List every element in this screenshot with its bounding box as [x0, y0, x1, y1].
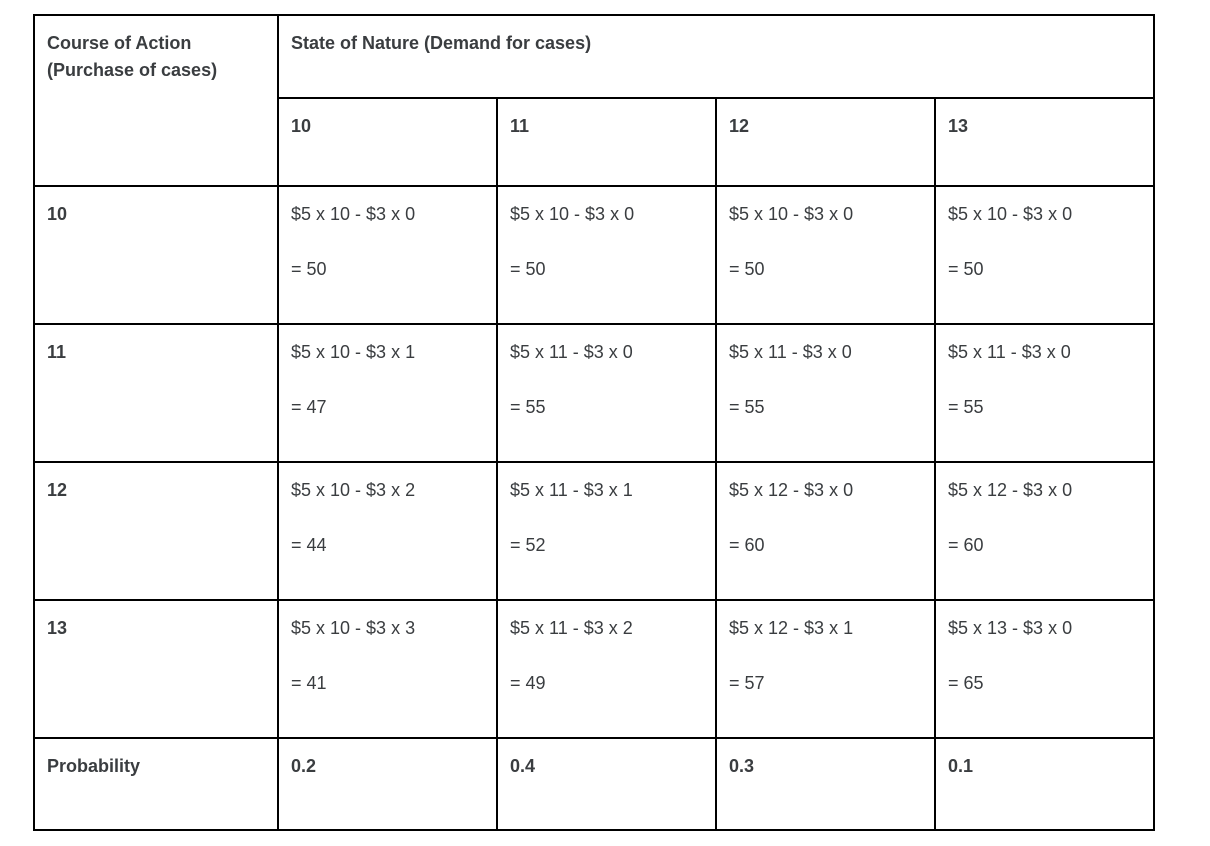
payoff-result: = 50	[510, 259, 546, 279]
action-row-header: 12	[33, 461, 279, 601]
payoff-formula: $5 x 10 - $3 x 1	[291, 342, 416, 362]
payoff-formula: $5 x 10 - $3 x 3	[291, 618, 416, 638]
demand-header-10: 10	[277, 97, 498, 187]
payoff-formula: $5 x 11 - $3 x 2	[510, 618, 633, 638]
payoff-result: = 50	[729, 259, 765, 279]
probability-value: 0.1	[933, 737, 1156, 831]
payoff-cell: $5 x 12 - $3 x 0 = 60	[933, 461, 1156, 601]
payoff-result: = 50	[948, 259, 984, 279]
payoff-result: = 65	[948, 673, 984, 693]
payoff-result: = 60	[729, 535, 765, 555]
payoff-cell: $5 x 11 - $3 x 1 = 52	[496, 461, 717, 601]
payoff-formula: $5 x 11 - $3 x 0	[948, 342, 1071, 362]
payoff-result: = 41	[291, 673, 327, 693]
payoff-formula: $5 x 12 - $3 x 0	[729, 480, 854, 500]
payoff-formula: $5 x 12 - $3 x 0	[948, 480, 1073, 500]
table-row-action-13: 13 $5 x 10 - $3 x 3 = 41 $5 x 11 - $3 x …	[33, 599, 1156, 739]
corner-header: Course of Action (Purchase of cases)	[33, 14, 279, 187]
demand-header-row: 10 11 12 13	[34, 97, 1156, 187]
payoff-result: = 60	[948, 535, 984, 555]
payoff-formula: $5 x 10 - $3 x 0	[510, 204, 635, 224]
demand-header-12: 12	[715, 97, 936, 187]
payoff-table: Course of Action (Purchase of cases) Sta…	[33, 14, 1156, 831]
probability-value: 0.4	[496, 737, 717, 831]
payoff-result: = 57	[729, 673, 765, 693]
probability-value: 0.3	[715, 737, 936, 831]
table-header-row: Course of Action (Purchase of cases) Sta…	[33, 14, 1156, 187]
payoff-cell: $5 x 11 - $3 x 2 = 49	[496, 599, 717, 739]
payoff-cell: $5 x 11 - $3 x 0 = 55	[496, 323, 717, 463]
probability-row: Probability 0.2 0.4 0.3 0.1	[33, 737, 1156, 831]
payoff-cell: $5 x 10 - $3 x 1 = 47	[277, 323, 498, 463]
action-row-header: 13	[33, 599, 279, 739]
payoff-cell: $5 x 10 - $3 x 0 = 50	[933, 185, 1156, 325]
table-row-action-11: 11 $5 x 10 - $3 x 1 = 47 $5 x 11 - $3 x …	[33, 323, 1156, 463]
payoff-cell: $5 x 11 - $3 x 0 = 55	[933, 323, 1156, 463]
payoff-result: = 55	[948, 397, 984, 417]
action-row-header: 10	[33, 185, 279, 325]
payoff-formula: $5 x 12 - $3 x 1	[729, 618, 854, 638]
action-row-header: 11	[33, 323, 279, 463]
payoff-formula: $5 x 11 - $3 x 1	[510, 480, 633, 500]
demand-header-13: 13	[933, 97, 1156, 187]
payoff-formula: $5 x 10 - $3 x 2	[291, 480, 416, 500]
payoff-formula: $5 x 10 - $3 x 0	[729, 204, 854, 224]
payoff-result: = 44	[291, 535, 327, 555]
group-header: State of Nature (Demand for cases)	[276, 14, 1156, 99]
payoff-cell: $5 x 12 - $3 x 0 = 60	[715, 461, 936, 601]
table-row-action-12: 12 $5 x 10 - $3 x 2 = 44 $5 x 11 - $3 x …	[33, 461, 1156, 601]
payoff-cell: $5 x 11 - $3 x 0 = 55	[715, 323, 936, 463]
payoff-result: = 47	[291, 397, 327, 417]
payoff-formula: $5 x 10 - $3 x 0	[948, 204, 1073, 224]
demand-header-11: 11	[496, 97, 717, 187]
payoff-formula: $5 x 13 - $3 x 0	[948, 618, 1073, 638]
probability-value: 0.2	[277, 737, 498, 831]
payoff-cell: $5 x 10 - $3 x 0 = 50	[496, 185, 717, 325]
payoff-result: = 55	[729, 397, 765, 417]
table-row-action-10: 10 $5 x 10 - $3 x 0 = 50 $5 x 10 - $3 x …	[33, 185, 1156, 325]
payoff-cell: $5 x 10 - $3 x 3 = 41	[277, 599, 498, 739]
payoff-result: = 55	[510, 397, 546, 417]
payoff-formula: $5 x 11 - $3 x 0	[510, 342, 633, 362]
payoff-cell: $5 x 10 - $3 x 0 = 50	[715, 185, 936, 325]
payoff-result: = 52	[510, 535, 546, 555]
payoff-formula: $5 x 11 - $3 x 0	[729, 342, 852, 362]
payoff-cell: $5 x 10 - $3 x 2 = 44	[277, 461, 498, 601]
payoff-cell: $5 x 13 - $3 x 0 = 65	[933, 599, 1156, 739]
payoff-cell: $5 x 10 - $3 x 0 = 50	[277, 185, 498, 325]
payoff-formula: $5 x 10 - $3 x 0	[291, 204, 416, 224]
probability-row-header: Probability	[33, 737, 279, 831]
payoff-result: = 49	[510, 673, 546, 693]
payoff-result: = 50	[291, 259, 327, 279]
payoff-table-container: Course of Action (Purchase of cases) Sta…	[33, 14, 1156, 831]
payoff-cell: $5 x 12 - $3 x 1 = 57	[715, 599, 936, 739]
